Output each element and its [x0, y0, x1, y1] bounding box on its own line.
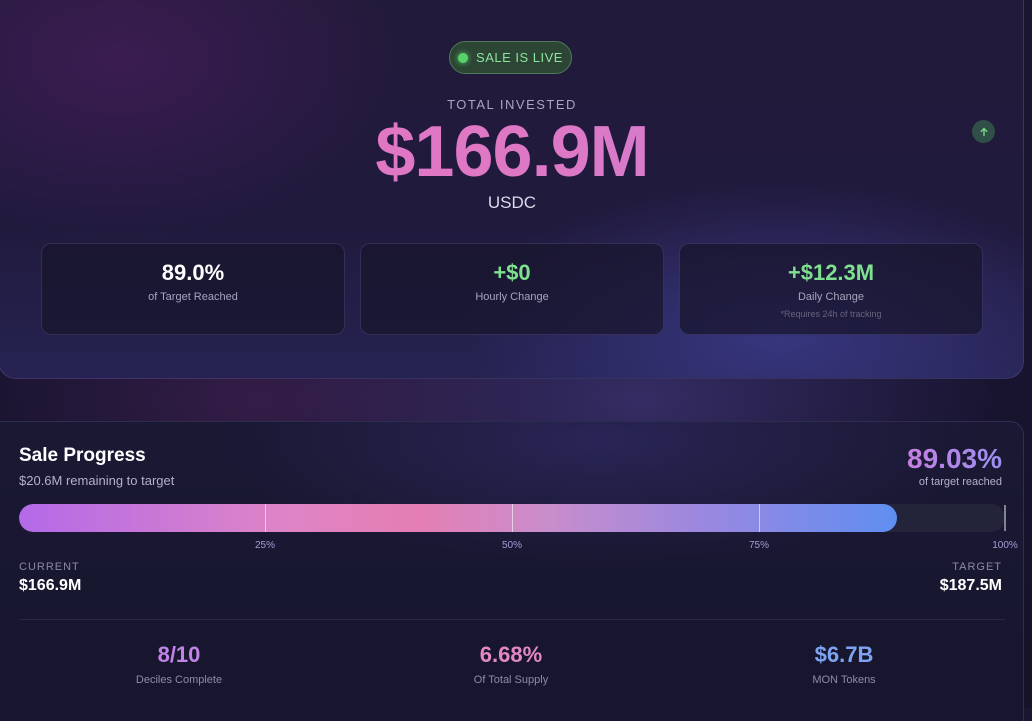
metric-value: 6.68%: [479, 642, 543, 667]
metric-label: Deciles Complete: [135, 674, 223, 686]
section-divider: [19, 619, 1005, 620]
currency-label: USDC: [487, 193, 537, 212]
progress-bar-fill: [19, 504, 897, 532]
arrow-up-icon: [980, 127, 987, 136]
progress-tick-75: [759, 504, 760, 532]
target-reached-stat: 89.0% of Target Reached: [41, 243, 345, 335]
metric-value: 8/10: [157, 642, 201, 667]
tick-label-75: 75%: [748, 540, 770, 551]
stat-value: +$12.3M: [787, 260, 875, 285]
total-supply-metric: 6.68% Of Total Supply: [346, 642, 676, 686]
progress-tick-25: [265, 504, 266, 532]
target-label: TARGET: [952, 561, 1002, 573]
progress-percent: 89.03%: [907, 443, 1002, 474]
sale-status-badge: SALE IS LIVE: [449, 41, 572, 74]
target-value: $187.5M: [939, 577, 1002, 594]
sale-progress-card: Sale Progress $20.6M remaining to target…: [0, 421, 1024, 721]
progress-percent-label: of target reached: [918, 476, 1002, 488]
current-value: $166.9M: [19, 577, 82, 594]
metric-label: MON Tokens: [812, 674, 876, 686]
hourly-change-stat: +$0 Hourly Change: [360, 243, 664, 335]
progress-tick-50: [512, 504, 513, 532]
live-indicator-icon: [458, 52, 469, 63]
metric-label: Of Total Supply: [473, 674, 549, 686]
sale-status-text: SALE IS LIVE: [476, 50, 563, 65]
total-invested-label: TOTAL INVESTED: [447, 97, 577, 112]
deciles-complete-metric: 8/10 Deciles Complete: [14, 642, 344, 686]
total-invested-amount: $166.9M: [0, 111, 1025, 193]
mon-tokens-metric: $6.7B MON Tokens: [679, 642, 1009, 686]
scroll-up-button[interactable]: [972, 120, 995, 143]
stat-value: 89.0%: [161, 260, 225, 285]
total-invested-card: SALE IS LIVE TOTAL INVESTED $166.9M USDC…: [0, 0, 1024, 379]
remaining-to-target: $20.6M remaining to target: [19, 473, 175, 488]
stat-value: +$0: [493, 260, 531, 285]
progress-tick-100: [1004, 505, 1006, 531]
stat-label: of Target Reached: [148, 291, 238, 303]
stat-footnote: *Requires 24h of tracking: [780, 309, 882, 319]
tick-label-50: 50%: [501, 540, 523, 551]
tick-label-25: 25%: [254, 540, 276, 551]
daily-change-stat: +$12.3M Daily Change *Requires 24h of tr…: [679, 243, 983, 335]
sale-progress-title: Sale Progress: [19, 445, 146, 466]
stat-label: Hourly Change: [475, 291, 549, 303]
stat-label: Daily Change: [797, 291, 865, 303]
current-label: CURRENT: [19, 561, 80, 573]
tick-label-100: 100%: [992, 540, 1018, 551]
metric-value: $6.7B: [814, 642, 874, 667]
